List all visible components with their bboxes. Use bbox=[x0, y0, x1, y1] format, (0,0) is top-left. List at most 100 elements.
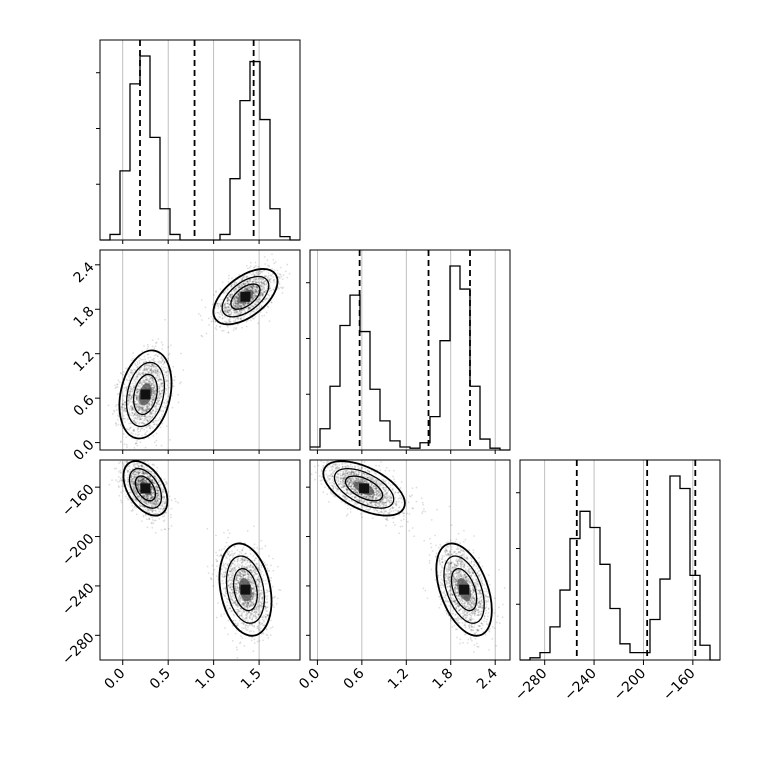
sample-point bbox=[151, 400, 154, 403]
sample-point bbox=[130, 388, 133, 391]
sample-point bbox=[151, 363, 154, 366]
sample-point bbox=[234, 632, 237, 635]
sample-point bbox=[153, 390, 156, 393]
sample-point bbox=[139, 381, 142, 384]
sample-point bbox=[157, 400, 160, 403]
sample-point bbox=[260, 270, 262, 273]
sample-point bbox=[158, 360, 161, 363]
sample-point bbox=[157, 396, 160, 399]
sample-point bbox=[137, 409, 140, 412]
sample-point bbox=[152, 505, 154, 508]
sample-point bbox=[152, 491, 155, 494]
sample-point bbox=[120, 406, 122, 409]
sample-point bbox=[155, 502, 158, 504]
sample-point bbox=[139, 471, 142, 474]
sample-point bbox=[237, 293, 239, 296]
sample-point bbox=[226, 302, 229, 305]
sample-point bbox=[154, 531, 157, 534]
sample-point bbox=[136, 413, 139, 416]
sample-point bbox=[238, 313, 240, 316]
sample-point bbox=[233, 300, 236, 303]
sample-point bbox=[218, 313, 221, 316]
sample-point bbox=[219, 325, 221, 328]
sample-point bbox=[264, 280, 267, 283]
sample-point bbox=[150, 382, 152, 385]
sample-point bbox=[142, 422, 145, 424]
sample-point bbox=[140, 407, 143, 409]
sample-point bbox=[244, 302, 247, 304]
sample-point bbox=[151, 377, 154, 380]
sample-point bbox=[253, 285, 255, 288]
sample-point bbox=[254, 290, 256, 293]
sample-point bbox=[134, 476, 137, 479]
sample-point bbox=[259, 294, 261, 297]
sample-point bbox=[248, 280, 251, 283]
sample-point bbox=[239, 304, 242, 307]
sample-point bbox=[234, 296, 236, 299]
sample-point bbox=[262, 290, 265, 293]
sample-point bbox=[284, 270, 287, 273]
sample-point bbox=[142, 381, 145, 384]
sample-point bbox=[127, 403, 130, 406]
sample-point bbox=[219, 288, 222, 291]
sample-point bbox=[235, 287, 237, 290]
sample-point bbox=[136, 469, 138, 472]
sample-point bbox=[257, 300, 260, 303]
sample-point bbox=[154, 413, 156, 416]
sample-point bbox=[128, 401, 131, 404]
sample-point bbox=[156, 369, 159, 372]
sample-point bbox=[247, 624, 249, 627]
sample-point bbox=[238, 309, 241, 312]
sample-point bbox=[158, 376, 160, 379]
histogram-bin bbox=[550, 627, 560, 660]
sample-point bbox=[242, 289, 244, 292]
sample-point bbox=[121, 485, 124, 488]
sample-point bbox=[138, 465, 140, 467]
sample-point bbox=[243, 289, 246, 292]
sample-point bbox=[131, 504, 134, 507]
sample-point bbox=[141, 498, 144, 501]
sample-point bbox=[266, 284, 269, 287]
sample-point bbox=[233, 300, 236, 303]
sample-point bbox=[132, 371, 135, 374]
sample-point bbox=[229, 296, 232, 299]
sample-point bbox=[150, 412, 153, 415]
sample-point bbox=[128, 399, 130, 402]
sample-point bbox=[131, 408, 134, 410]
sample-point bbox=[237, 286, 240, 288]
sample-point bbox=[138, 407, 141, 410]
sample-point bbox=[227, 305, 230, 308]
sample-point bbox=[247, 280, 250, 282]
sample-point bbox=[157, 502, 160, 504]
sample-point bbox=[122, 415, 125, 417]
sample-point bbox=[151, 526, 154, 529]
sample-point bbox=[134, 364, 137, 367]
sample-point bbox=[131, 401, 134, 404]
sample-point bbox=[124, 403, 127, 406]
sample-point bbox=[227, 331, 230, 334]
sample-point bbox=[137, 405, 139, 408]
sample-point bbox=[130, 398, 133, 401]
sample-point bbox=[216, 311, 219, 314]
sample-point bbox=[152, 394, 155, 397]
sample-point bbox=[145, 426, 147, 429]
sample-point bbox=[131, 396, 134, 399]
sample-point bbox=[214, 320, 217, 323]
sample-point bbox=[131, 406, 134, 409]
sample-point bbox=[153, 500, 156, 503]
sample-point bbox=[231, 277, 233, 280]
sample-point bbox=[253, 294, 256, 297]
sample-point bbox=[157, 487, 159, 490]
sample-point bbox=[145, 406, 148, 409]
sample-point bbox=[232, 304, 235, 306]
sample-point bbox=[253, 291, 256, 294]
sample-point bbox=[150, 372, 153, 375]
sample-point bbox=[155, 401, 158, 404]
histogram-bin bbox=[480, 439, 490, 450]
sample-point bbox=[227, 307, 230, 309]
sample-point bbox=[257, 273, 260, 276]
sample-point bbox=[159, 418, 162, 421]
sample-point bbox=[154, 408, 157, 410]
sample-point bbox=[249, 285, 252, 288]
sample-point bbox=[270, 289, 272, 292]
